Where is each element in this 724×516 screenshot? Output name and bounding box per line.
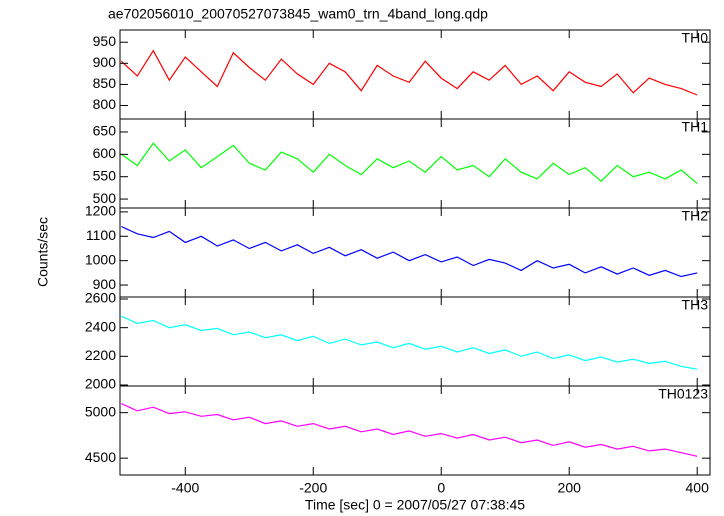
y-tick-label: 2600 bbox=[85, 290, 116, 306]
x-axis-label: Time [sec] 0 = 2007/05/27 07:38:45 bbox=[305, 497, 525, 513]
data-line bbox=[120, 142, 698, 184]
y-tick-label: 1100 bbox=[86, 227, 116, 243]
y-tick-label: 500 bbox=[93, 190, 117, 206]
y-tick-label: 4500 bbox=[85, 449, 116, 465]
x-tick-label: 400 bbox=[686, 480, 710, 496]
panel-label: TH1 bbox=[682, 119, 709, 135]
panel-label: TH3 bbox=[682, 297, 709, 313]
data-line bbox=[121, 315, 698, 370]
y-tick-label: 2400 bbox=[85, 318, 116, 334]
x-tick-label: -200 bbox=[299, 480, 327, 496]
y-tick-label: 2200 bbox=[85, 347, 116, 363]
x-tick-label: -400 bbox=[171, 480, 199, 496]
data-line bbox=[120, 49, 698, 96]
y-tick-label: 5000 bbox=[85, 403, 116, 419]
x-tick-label: 200 bbox=[558, 480, 582, 496]
y-tick-label: 800 bbox=[93, 96, 117, 112]
panel-frame bbox=[119, 296, 711, 387]
y-tick-label: 850 bbox=[93, 75, 117, 91]
panel-label: TH2 bbox=[682, 208, 709, 224]
y-tick-label: 1000 bbox=[85, 251, 116, 267]
y-tick-label: 600 bbox=[93, 145, 117, 161]
y-axis-label: Counts/sec bbox=[35, 217, 51, 287]
y-tick-label: 2000 bbox=[85, 376, 116, 392]
y-tick-label: 550 bbox=[93, 167, 117, 183]
y-tick-label: 650 bbox=[93, 123, 117, 139]
chart-title: ae702056010_20070527073845_wam0_trn_4ban… bbox=[108, 6, 488, 22]
panel-frame bbox=[119, 385, 711, 476]
x-tick-label: 0 bbox=[437, 480, 445, 496]
y-tick-label: 950 bbox=[93, 33, 117, 49]
panel-label: TH0 bbox=[682, 30, 709, 46]
data-line bbox=[121, 403, 698, 457]
panel-label: TH0123 bbox=[658, 386, 708, 402]
data-line bbox=[121, 225, 698, 278]
y-tick-label: 900 bbox=[93, 54, 117, 70]
y-tick-label: 900 bbox=[93, 276, 117, 292]
y-tick-label: 1200 bbox=[85, 203, 116, 219]
panel-frame bbox=[119, 207, 711, 298]
panel-frame bbox=[119, 118, 711, 209]
